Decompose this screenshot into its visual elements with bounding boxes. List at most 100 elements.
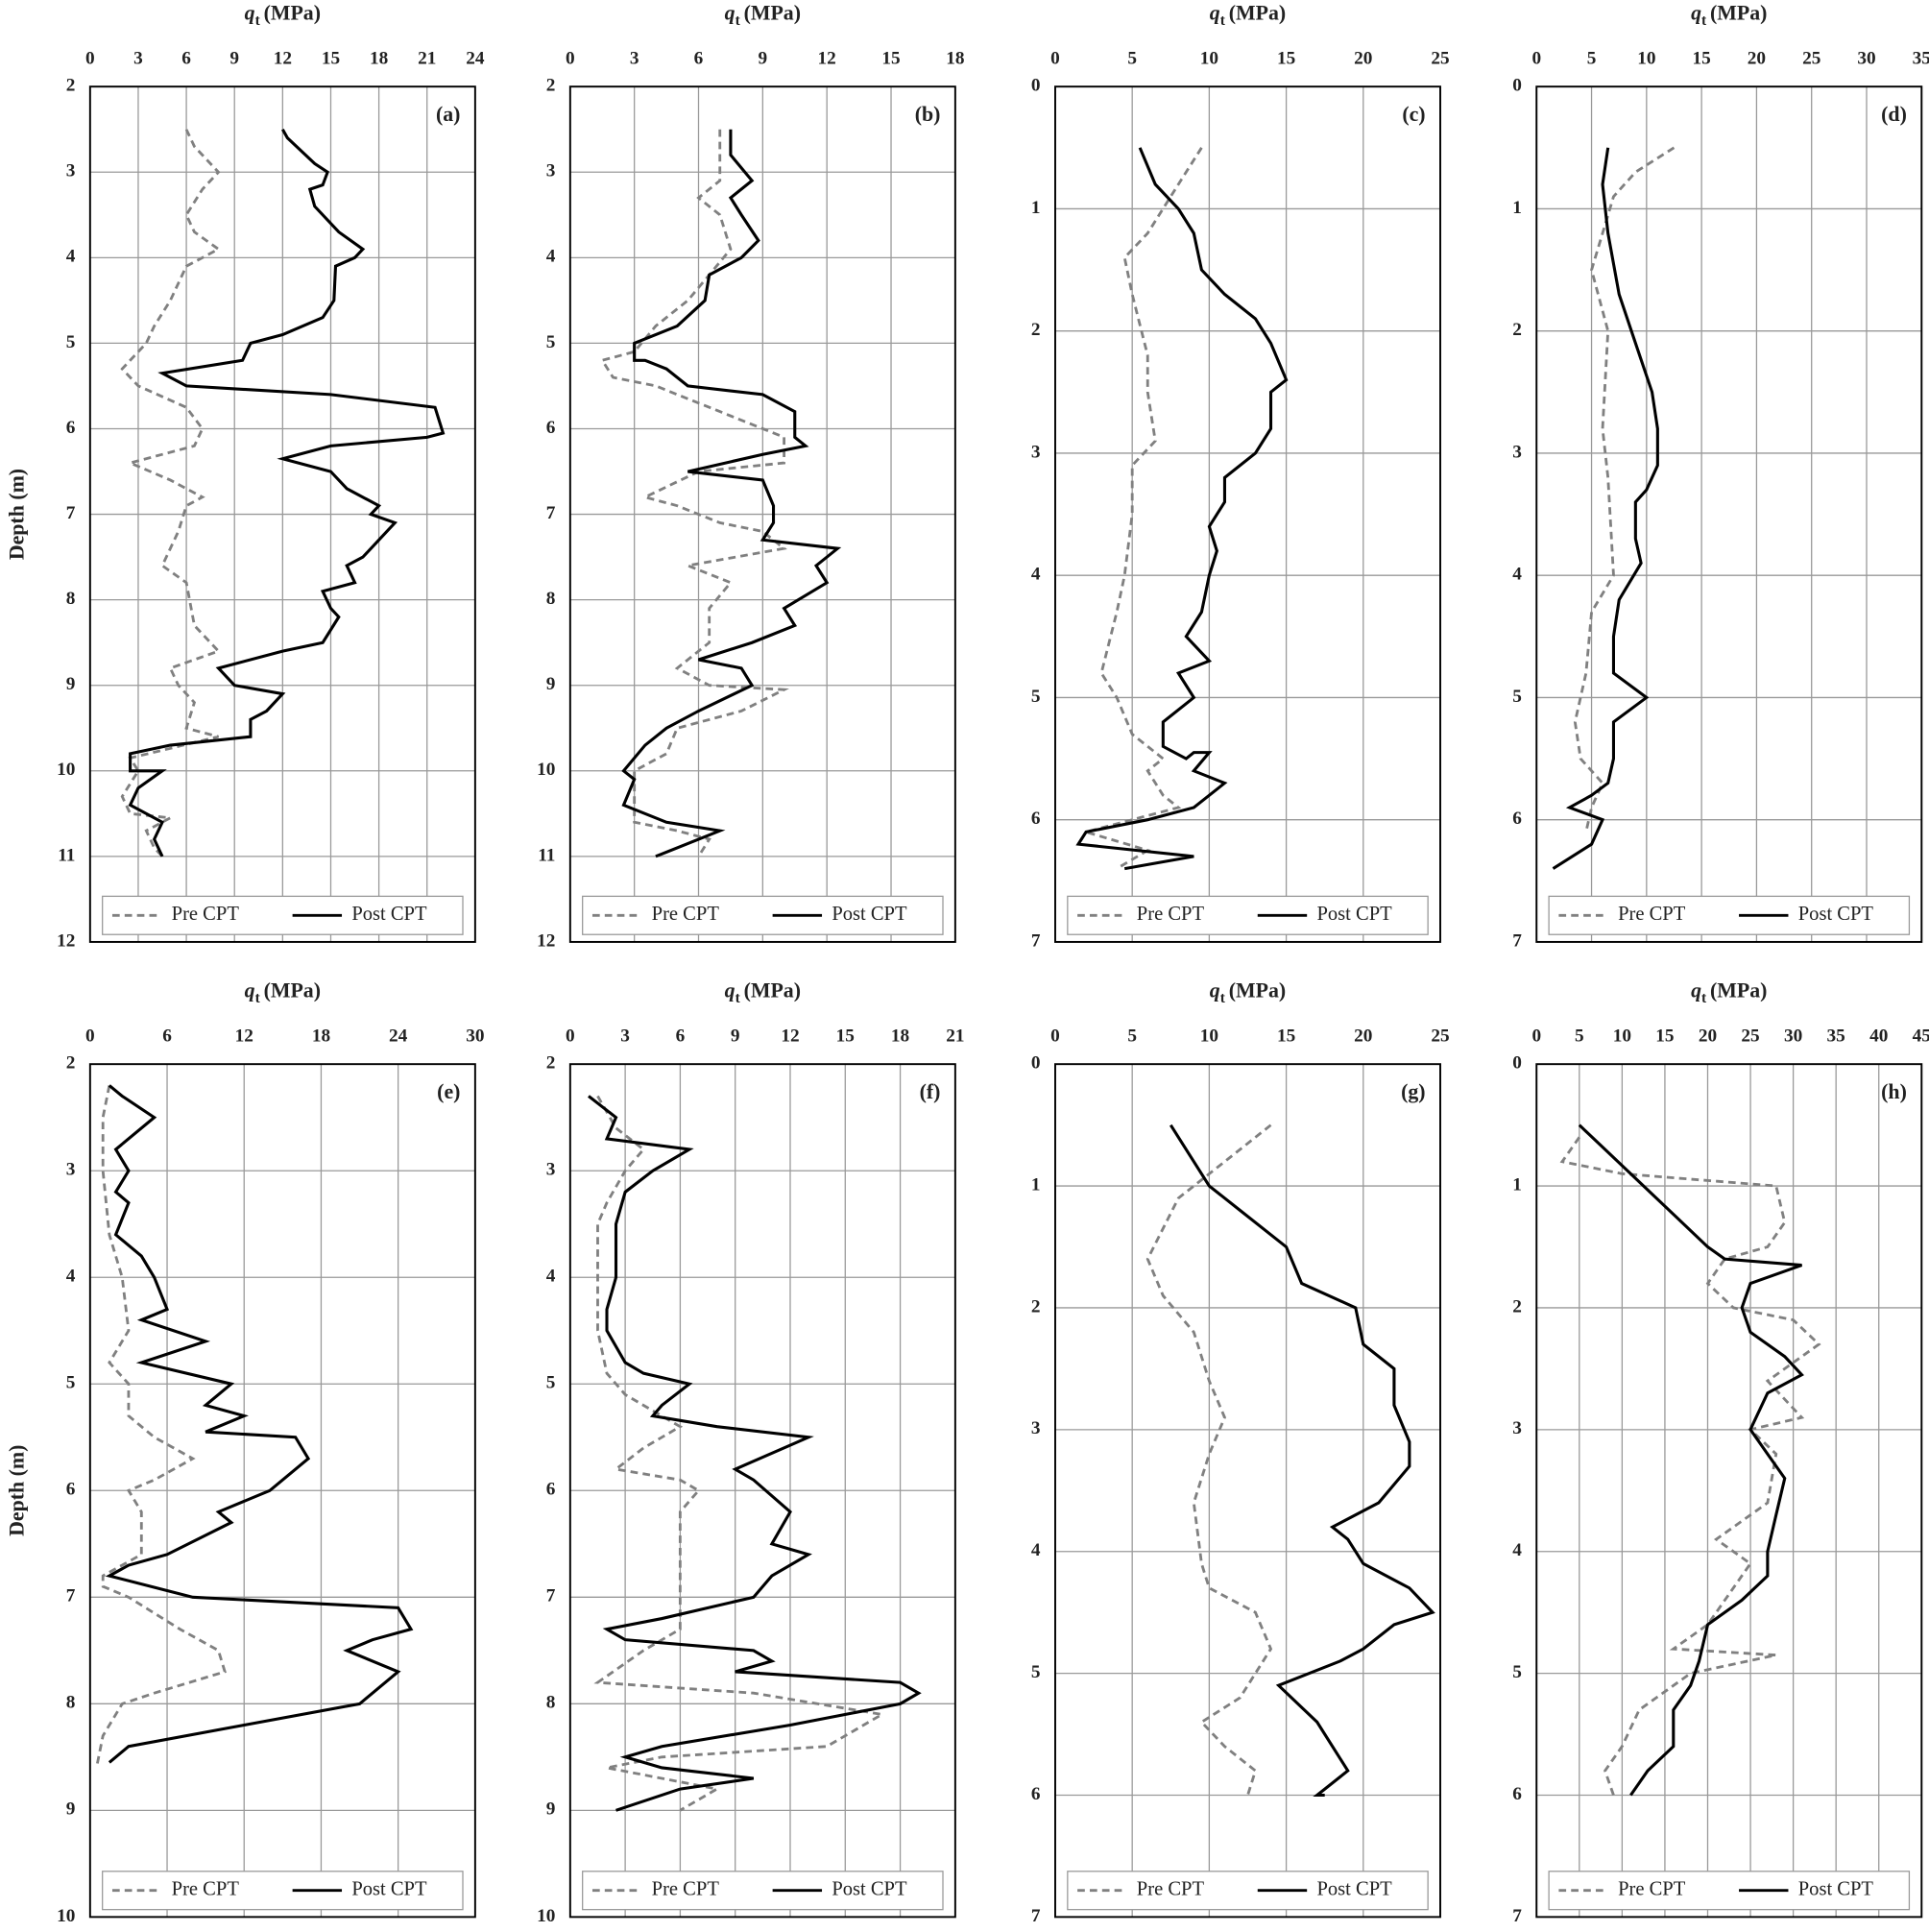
legend-label: Pre CPT bbox=[1618, 1878, 1686, 1899]
x-tick-label: 0 bbox=[1531, 1026, 1541, 1046]
x-tick-label: 18 bbox=[370, 48, 388, 68]
x-tick-label: 10 bbox=[1200, 48, 1218, 68]
x-tick-label: 24 bbox=[389, 1026, 408, 1046]
legend-label: Pre CPT bbox=[172, 1878, 240, 1899]
x-tick-label: 0 bbox=[85, 1026, 95, 1046]
y-tick-label: 11 bbox=[538, 845, 555, 865]
legend-label: Post CPT bbox=[1316, 904, 1392, 925]
y-tick-label: 6 bbox=[546, 418, 556, 438]
y-tick-label: 8 bbox=[546, 1693, 556, 1713]
x-tick-label: 0 bbox=[1050, 48, 1060, 68]
x-tick-label: 25 bbox=[1431, 1026, 1449, 1046]
plot-frame bbox=[568, 1063, 956, 1919]
y-tick-label: 8 bbox=[66, 589, 76, 609]
y-tick-label: 1 bbox=[1512, 1174, 1522, 1195]
x-tick-label: 21 bbox=[418, 48, 436, 68]
legend-label: Pre CPT bbox=[1618, 904, 1686, 925]
legend-label: Post CPT bbox=[1798, 1878, 1874, 1899]
profile-line bbox=[95, 1085, 227, 1769]
plot-frame bbox=[88, 85, 476, 943]
legend-label: Post CPT bbox=[832, 904, 907, 925]
y-tick-label: 4 bbox=[66, 1267, 76, 1287]
panel-label: (b) bbox=[915, 103, 941, 126]
x-tick-label: 20 bbox=[1354, 48, 1372, 68]
legend-label: Post CPT bbox=[351, 904, 427, 925]
panel-label: (d) bbox=[1881, 103, 1907, 126]
x-tick-label: 5 bbox=[1575, 1026, 1584, 1046]
y-tick-label: 1 bbox=[1031, 1174, 1041, 1195]
y-tick-label: 5 bbox=[1031, 1662, 1041, 1682]
x-label-symbol: q bbox=[1691, 979, 1701, 1002]
legend-label: Pre CPT bbox=[652, 1878, 720, 1899]
y-tick-label: 3 bbox=[1512, 442, 1522, 462]
y-tick-label: 3 bbox=[66, 161, 76, 181]
x-tick-label: 10 bbox=[1200, 1026, 1218, 1046]
y-tick-label: 5 bbox=[546, 332, 556, 352]
x-label-subscript: t bbox=[735, 12, 741, 29]
x-tick-label: 45 bbox=[1913, 1026, 1929, 1046]
y-tick-label: 6 bbox=[1512, 1784, 1522, 1804]
legend-box bbox=[582, 1871, 944, 1911]
x-label-subscript: t bbox=[255, 12, 261, 29]
y-tick-label: 7 bbox=[1031, 930, 1041, 951]
x-tick-label: 20 bbox=[1748, 48, 1766, 68]
legend-box bbox=[1067, 895, 1429, 935]
x-tick-label: 9 bbox=[759, 48, 768, 68]
legend-label: Post CPT bbox=[351, 1878, 427, 1899]
profile-line bbox=[1573, 146, 1676, 833]
y-tick-label: 1 bbox=[1512, 198, 1522, 218]
y-tick-label: 7 bbox=[1512, 930, 1522, 951]
y-tick-label: 10 bbox=[57, 760, 75, 780]
legend-box bbox=[102, 895, 464, 935]
y-tick-label: 2 bbox=[66, 1053, 76, 1074]
y-tick-label: 3 bbox=[1512, 1418, 1522, 1438]
plot-frame bbox=[1054, 1063, 1441, 1919]
y-tick-label: 2 bbox=[1031, 320, 1041, 340]
x-tick-label: 35 bbox=[1827, 1026, 1845, 1046]
y-tick-label: 12 bbox=[57, 930, 75, 951]
profile-line bbox=[128, 129, 446, 857]
x-tick-label: 12 bbox=[235, 1026, 253, 1046]
x-axis-label: qt (MPa) bbox=[1210, 2, 1286, 29]
x-label-symbol: q bbox=[1210, 2, 1220, 25]
y-tick-label: 3 bbox=[546, 161, 556, 181]
x-tick-label: 9 bbox=[229, 48, 239, 68]
y-tick-label: 3 bbox=[66, 1160, 76, 1180]
x-tick-label: 6 bbox=[181, 48, 191, 68]
y-tick-label: 4 bbox=[546, 247, 556, 267]
legend-label: Pre CPT bbox=[652, 904, 720, 925]
x-label-unit: (MPa) bbox=[264, 979, 321, 1002]
x-tick-label: 5 bbox=[1127, 1026, 1137, 1046]
x-axis-label: qt (MPa) bbox=[245, 2, 321, 29]
legend-label: Pre CPT bbox=[1137, 904, 1205, 925]
x-tick-label: 0 bbox=[1050, 1026, 1060, 1046]
y-tick-label: 2 bbox=[546, 1053, 556, 1074]
profile-line bbox=[1552, 147, 1659, 870]
x-tick-label: 18 bbox=[312, 1026, 330, 1046]
y-tick-label: 5 bbox=[1512, 687, 1522, 707]
x-tick-label: 24 bbox=[466, 48, 485, 68]
y-tick-label: 3 bbox=[546, 1160, 556, 1180]
x-label-symbol: q bbox=[245, 2, 255, 25]
y-tick-label: 7 bbox=[66, 1586, 76, 1606]
y-tick-label: 4 bbox=[66, 247, 76, 267]
y-tick-label: 2 bbox=[546, 76, 556, 96]
profile-line bbox=[1559, 1136, 1821, 1796]
y-tick-label: 6 bbox=[1031, 809, 1041, 829]
x-label-symbol: q bbox=[245, 979, 255, 1002]
x-tick-label: 30 bbox=[1784, 1026, 1802, 1046]
profile-line bbox=[600, 129, 789, 857]
y-tick-label: 11 bbox=[58, 845, 75, 865]
x-label-subscript: t bbox=[1220, 12, 1226, 29]
x-tick-label: 21 bbox=[946, 1026, 964, 1046]
x-label-unit: (MPa) bbox=[1710, 2, 1767, 25]
x-tick-label: 20 bbox=[1699, 1026, 1717, 1046]
legend-label: Post CPT bbox=[1316, 1878, 1392, 1899]
y-tick-label: 2 bbox=[1031, 1296, 1041, 1316]
legend-box bbox=[1548, 1871, 1911, 1911]
x-tick-label: 10 bbox=[1637, 48, 1655, 68]
x-tick-label: 25 bbox=[1431, 48, 1449, 68]
y-tick-label: 0 bbox=[1512, 1053, 1522, 1074]
x-label-symbol: q bbox=[1210, 979, 1220, 1002]
legend-box bbox=[582, 895, 944, 935]
